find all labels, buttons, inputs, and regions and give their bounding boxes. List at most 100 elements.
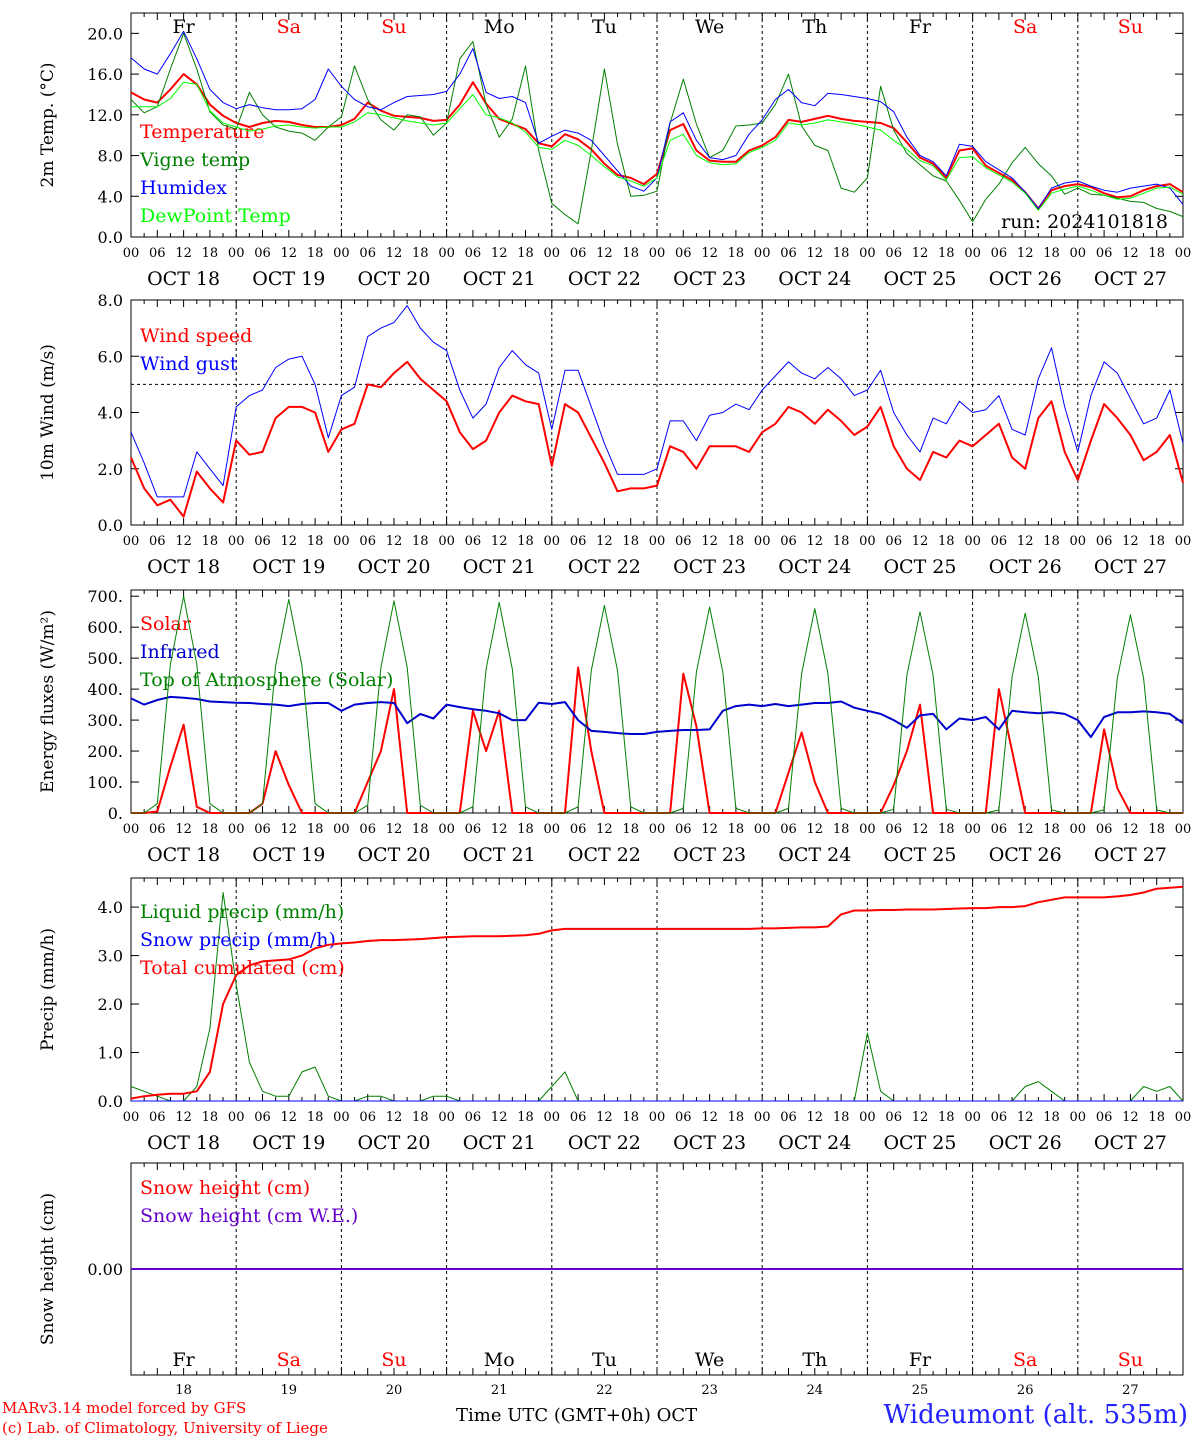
hour-tick-label: 00 xyxy=(544,1110,561,1125)
hour-tick-label: 06 xyxy=(570,534,587,549)
date-label: OCT 18 xyxy=(147,268,220,290)
hour-tick-label: 00 xyxy=(1070,822,1087,837)
hour-tick-label: 00 xyxy=(123,1110,140,1125)
day-number: 25 xyxy=(912,1383,929,1395)
hour-tick-label: 18 xyxy=(1148,1110,1165,1125)
series-line xyxy=(131,81,1184,211)
hour-tick-label: 06 xyxy=(149,534,166,549)
legend-entry: DewPoint Temp xyxy=(140,205,291,227)
date-label: OCT 25 xyxy=(883,268,956,290)
weekday-label: We xyxy=(695,16,724,38)
weekday-label: Sa xyxy=(277,1349,301,1371)
date-label: OCT 18 xyxy=(147,844,220,866)
hour-tick-label: 12 xyxy=(1122,246,1139,261)
hour-tick-label: 00 xyxy=(859,1110,876,1125)
date-label: OCT 19 xyxy=(252,1132,325,1154)
hour-tick-label: 00 xyxy=(228,822,245,837)
hour-tick-label: 12 xyxy=(386,246,403,261)
hour-tick-label: 18 xyxy=(517,1110,534,1125)
y-tick-label: 4.0 xyxy=(98,898,123,917)
y-tick-label: 4.0 xyxy=(98,187,123,206)
hour-tick-label: 18 xyxy=(622,822,639,837)
date-label: OCT 27 xyxy=(1094,1132,1167,1154)
hour-tick-label: 18 xyxy=(622,534,639,549)
hour-tick-label: 06 xyxy=(991,246,1008,261)
hour-tick-label: 06 xyxy=(1096,534,1113,549)
legend-entry: Snow height (cm W.E.) xyxy=(140,1205,358,1227)
hour-tick-label: 18 xyxy=(622,246,639,261)
weekday-label: Su xyxy=(381,16,406,38)
date-label: OCT 22 xyxy=(568,844,641,866)
hour-tick-label: 06 xyxy=(254,822,271,837)
hour-tick-label: 06 xyxy=(254,1110,271,1125)
hour-tick-label: 18 xyxy=(307,246,324,261)
date-label: OCT 27 xyxy=(1094,556,1167,578)
hour-tick-label: 06 xyxy=(675,1110,692,1125)
hour-tick-label: 06 xyxy=(885,246,902,261)
hour-tick-label: 18 xyxy=(1043,1110,1060,1125)
hour-tick-label: 12 xyxy=(1017,246,1034,261)
y-tick-label: 400. xyxy=(87,680,123,699)
hour-tick-label: 12 xyxy=(596,1110,613,1125)
hour-tick-label: 18 xyxy=(202,534,219,549)
hour-tick-label: 12 xyxy=(807,246,824,261)
hour-tick-label: 12 xyxy=(175,534,192,549)
hour-tick-label: 00 xyxy=(228,534,245,549)
hour-tick-label: 18 xyxy=(728,246,745,261)
hour-tick-label: 00 xyxy=(859,246,876,261)
hour-tick-label: 18 xyxy=(517,534,534,549)
hour-tick-label: 06 xyxy=(359,534,376,549)
date-label: OCT 24 xyxy=(778,1132,851,1154)
time-axis-label: Time UTC (GMT+0h) OCT xyxy=(456,1405,698,1426)
hour-tick-label: 00 xyxy=(123,822,140,837)
hour-tick-label: 06 xyxy=(465,1110,482,1125)
hour-tick-label: 18 xyxy=(938,246,955,261)
hour-tick-label: 00 xyxy=(438,822,455,837)
date-label: OCT 20 xyxy=(357,1132,430,1154)
weekday-label: Fr xyxy=(172,1349,195,1371)
hour-tick-label: 12 xyxy=(912,822,929,837)
hour-tick-label: 00 xyxy=(228,246,245,261)
date-label: OCT 24 xyxy=(778,556,851,578)
hour-tick-label: 12 xyxy=(807,822,824,837)
hour-tick-label: 06 xyxy=(991,1110,1008,1125)
hour-tick-label: 18 xyxy=(412,1110,429,1125)
date-label: OCT 19 xyxy=(252,268,325,290)
day-number: 19 xyxy=(281,1383,298,1395)
y-axis-label: 10m Wind (m/s) xyxy=(38,344,58,481)
credit-line: (c) Lab. of Climatology, University of L… xyxy=(2,1419,328,1437)
hour-tick-label: 00 xyxy=(1175,822,1192,837)
day-number: 22 xyxy=(596,1383,613,1395)
day-number: 21 xyxy=(491,1383,508,1395)
hour-tick-label: 06 xyxy=(149,246,166,261)
y-tick-label: 100. xyxy=(87,773,123,792)
y-tick-label: 12.0 xyxy=(87,106,123,125)
hour-tick-label: 12 xyxy=(175,246,192,261)
legend-entry: Snow precip (mm/h) xyxy=(140,929,336,951)
hour-tick-label: 12 xyxy=(175,822,192,837)
y-tick-label: 0. xyxy=(108,804,123,823)
hour-tick-label: 06 xyxy=(570,822,587,837)
series-line xyxy=(130,305,1184,498)
y-tick-label: 300. xyxy=(87,711,123,730)
y-tick-label: 3.0 xyxy=(98,947,123,966)
y-tick-label: 2.0 xyxy=(98,995,123,1014)
hour-tick-label: 00 xyxy=(754,246,771,261)
hour-tick-label: 00 xyxy=(1070,534,1087,549)
hour-tick-label: 12 xyxy=(701,822,718,837)
hour-tick-label: 18 xyxy=(1043,822,1060,837)
date-label: OCT 27 xyxy=(1094,268,1167,290)
weekday-label: Mo xyxy=(484,1349,515,1371)
hour-tick-label: 00 xyxy=(649,1110,666,1125)
legend-entry: Humidex xyxy=(140,177,227,199)
date-label: OCT 23 xyxy=(673,844,746,866)
hour-tick-label: 00 xyxy=(964,822,981,837)
hour-tick-label: 06 xyxy=(675,534,692,549)
weekday-label: Tu xyxy=(592,16,617,38)
hour-tick-label: 12 xyxy=(491,822,508,837)
plot-frame xyxy=(130,589,1184,814)
hour-tick-label: 12 xyxy=(912,534,929,549)
date-label: OCT 22 xyxy=(568,1132,641,1154)
hour-tick-label: 00 xyxy=(1175,534,1192,549)
hour-tick-label: 06 xyxy=(570,246,587,261)
